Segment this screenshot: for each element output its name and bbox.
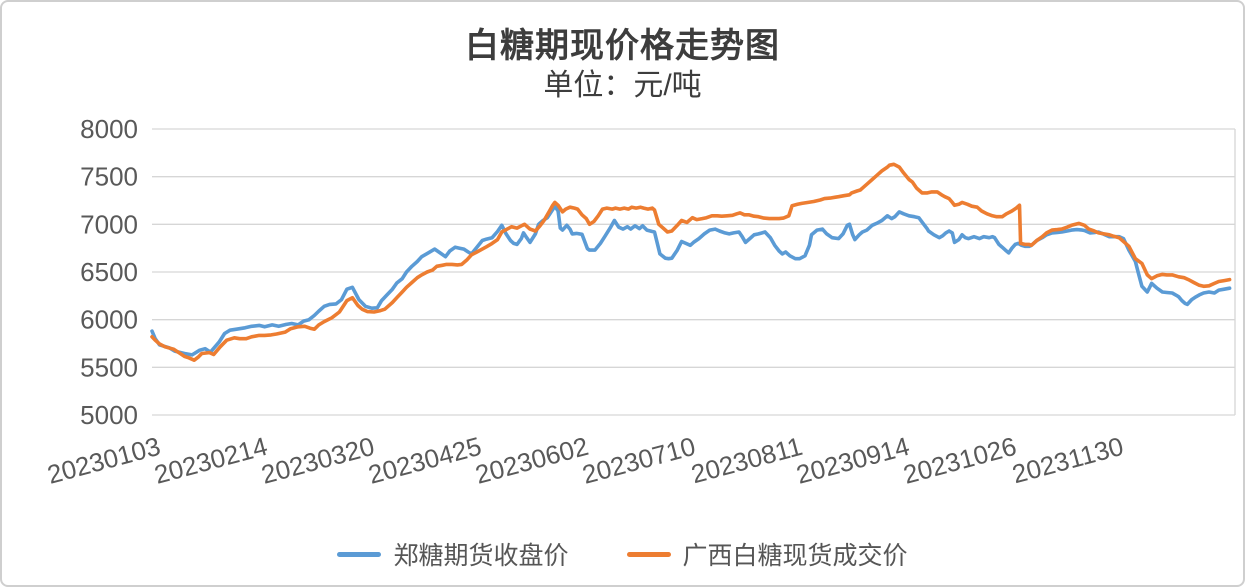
x-axis-tick-label: 20230320 (258, 431, 378, 490)
legend: 郑糖期货收盘价 广西白糖现货成交价 (2, 536, 1243, 572)
legend-label-spot: 广西白糖现货成交价 (682, 542, 908, 570)
x-axis-tick-label: 20230710 (579, 431, 699, 490)
spot-price-line (150, 162, 1232, 363)
x-axis-tick-label: 20230914 (793, 431, 913, 490)
spot-line-swatch (626, 551, 671, 557)
chart-title: 白糖期现价格走势图 (465, 27, 780, 65)
y-axis-tick-label: 8000 (80, 114, 138, 144)
legend-label-futures: 郑糖期货收盘价 (393, 542, 569, 570)
y-axis-tick-label: 5000 (80, 400, 138, 430)
y-axis-tick-label: 5500 (80, 352, 138, 382)
y-axis-tick-label: 7000 (80, 209, 138, 239)
x-axis-tick-label: 20230811 (688, 431, 806, 489)
futures-line-swatch (337, 551, 382, 557)
x-axis-tick-label: 20231130 (1009, 431, 1127, 489)
y-axis-tick-label: 7500 (80, 162, 138, 192)
x-axis-tick-label: 20230214 (151, 431, 271, 490)
y-axis-tick-label: 6000 (80, 305, 138, 335)
futures-price-line (150, 204, 1232, 357)
legend-item-futures: 郑糖期货收盘价 (337, 536, 569, 572)
x-axis-tick-label: 20231026 (900, 431, 1020, 490)
x-axis-tick-label: 20230602 (472, 431, 592, 490)
x-axis-tick-label: 20230103 (44, 431, 164, 490)
x-axis-tick-label: 20230425 (365, 431, 485, 490)
y-axis-tick-label: 6500 (80, 257, 138, 287)
legend-item-spot: 广西白糖现货成交价 (626, 536, 908, 572)
chart-subtitle: 单位：元/吨 (543, 69, 702, 102)
